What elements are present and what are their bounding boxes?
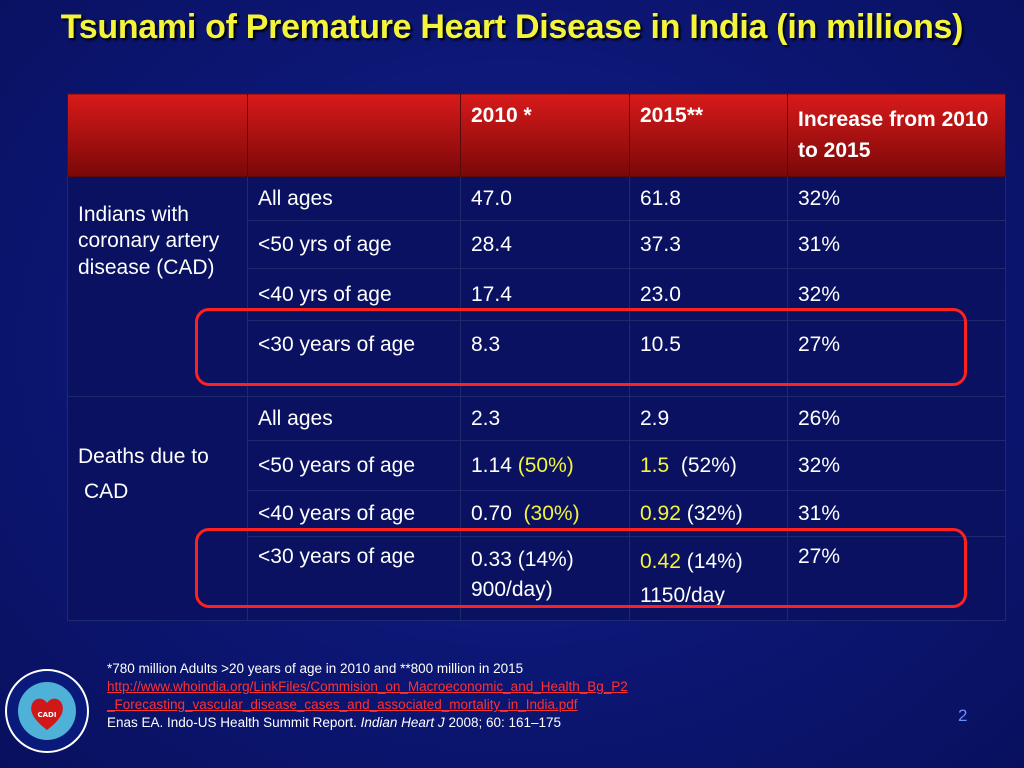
age-cell: <50 years of age [247, 440, 461, 491]
source-link-line2[interactable]: _Forecasting_vascular_disease_cases_and_… [107, 697, 578, 712]
value-2015-cell: 23.0 [629, 268, 788, 321]
page-number: 2 [958, 706, 968, 725]
header-cell-blank-2 [247, 93, 461, 177]
value-2015-percent: (32%) [686, 501, 743, 525]
value-2010-cell: 1.14 (50%) [460, 440, 630, 491]
value-2010-cell: 28.4 [460, 220, 630, 269]
value-2010-percent: (30%) [523, 501, 580, 525]
header-cell-increase: Increase from 2010 to 2015 [787, 93, 1006, 177]
logo-center-text: CADI [38, 711, 57, 719]
value-2015-number: 1.5 [640, 453, 670, 477]
table-row: <50 years of age 1.14 (50%) 1.5 (52%) 32… [68, 440, 1006, 491]
value-2010-cell: 0.70 (30%) [460, 490, 630, 537]
slide-title: Tsunami of Premature Heart Disease in In… [60, 8, 964, 46]
header-cell-2010: 2010 * [460, 93, 630, 177]
value-2015-number: 0.42 [640, 550, 681, 573]
table-row: Indians with coronary artery disease (CA… [67, 176, 1006, 397]
group-label-deaths-line1: Deaths due to [78, 445, 209, 469]
age-cell: <40 years of age [247, 490, 461, 537]
age-cell: <40 yrs of age [247, 268, 461, 321]
table-header-row: 2010 * 2015** Increase from 2010 to 2015 [67, 93, 1006, 177]
increase-cell: 32% [787, 440, 1006, 491]
group-label-deaths-line2: CAD [84, 479, 129, 503]
age-cell: All ages [247, 396, 461, 441]
citation-details: 2008; 60: 161–175 [448, 715, 562, 730]
table-row: <50 yrs of age 28.4 37.3 31% [68, 220, 1006, 269]
slide-footer: *780 million Adults >20 years of age in … [107, 660, 628, 732]
header-cell-2015: 2015** [629, 93, 788, 177]
increase-cell: 27% [787, 320, 1006, 397]
value-2015-cell: 10.5 [629, 320, 788, 397]
value-2015-number: 0.92 [640, 501, 681, 525]
increase-cell: 31% [787, 490, 1006, 537]
cad-data-table: 2010 * 2015** Increase from 2010 to 2015… [67, 93, 1006, 621]
age-cell: <30 years of age [247, 320, 461, 397]
cadi-foundation-logo: CADI [5, 669, 89, 753]
group-label-cad: Indians with coronary artery disease (CA… [67, 176, 248, 397]
value-2010-cell: 2.3 [460, 396, 630, 441]
age-cell: <50 yrs of age [247, 220, 461, 269]
increase-cell: 26% [787, 396, 1006, 441]
footnote-text: *780 million Adults >20 years of age in … [107, 661, 524, 676]
value-2015-cell: 37.3 [629, 220, 788, 269]
value-2010-cell: 0.33 (14%) 900/day) [460, 536, 630, 621]
value-2015-percent: (52%) [680, 453, 737, 477]
value-2010-cell: 17.4 [460, 268, 630, 321]
source-link-line1[interactable]: http://www.whoindia.org/LinkFiles/Commis… [107, 679, 628, 694]
value-2015-cell: 2.9 [629, 396, 788, 441]
value-2015-cell: 1.5 (52%) [629, 440, 788, 491]
value-2015-per-day: 1150/day [640, 584, 725, 607]
citation-journal: Indian Heart J [360, 715, 445, 730]
increase-cell: 27% [787, 536, 1006, 621]
increase-cell: 31% [787, 220, 1006, 269]
table-row: Deaths due to CAD All ages 2.3 2.9 26% [67, 396, 1006, 621]
group-label-deaths: Deaths due to CAD [67, 396, 248, 621]
increase-cell: 32% [787, 176, 1006, 221]
citation-authors: Enas EA. Indo-US Health Summit Report. [107, 715, 357, 730]
value-2010-cell: 8.3 [460, 320, 630, 397]
value-2015-cell: 0.92 (32%) [629, 490, 788, 537]
table-row: <40 yrs of age 17.4 23.0 32% [68, 268, 1006, 321]
value-2010-per-day: 900/day) [471, 578, 553, 601]
value-2015-cell: 61.8 [629, 176, 788, 221]
value-2010-number: 1.14 [471, 453, 512, 477]
age-cell: All ages [247, 176, 461, 221]
age-cell: <30 years of age [247, 536, 461, 621]
value-2010-number: 0.70 [471, 501, 512, 525]
value-2015-percent: (14%) [686, 550, 743, 573]
value-2010-cell: 47.0 [460, 176, 630, 221]
increase-cell: 32% [787, 268, 1006, 321]
value-2015-cell: 0.42 (14%) 1150/day [629, 536, 788, 621]
value-2010-percent: (50%) [517, 453, 574, 477]
value-2010-number: 0.33 (14%) [471, 548, 574, 571]
citation: Enas EA. Indo-US Health Summit Report. I… [107, 714, 628, 732]
header-cell-blank-1 [67, 93, 248, 177]
